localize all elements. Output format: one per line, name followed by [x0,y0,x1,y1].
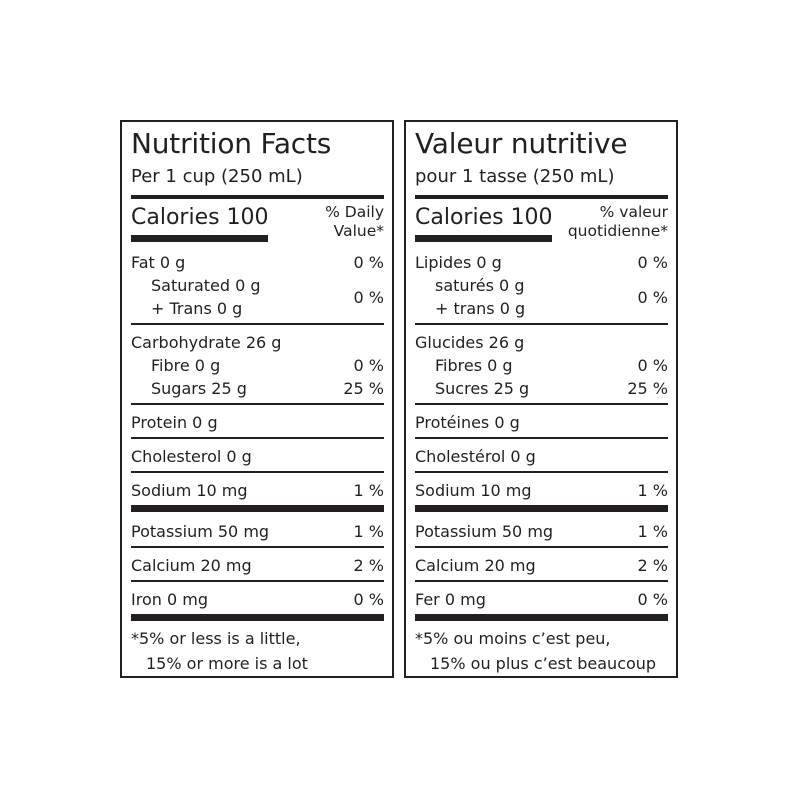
serving-size: pour 1 tasse (250 mL) [415,166,615,187]
divider [415,437,668,439]
fat-row-dv: 0 % [637,253,668,272]
sodium-row-dv: 1 % [637,481,668,500]
sodium-row-label: Sodium 10 mg [415,481,532,500]
thick-divider [131,614,384,621]
calories-label: Calories 100 [131,205,269,230]
daily-value-header: % Daily Value* [325,203,384,241]
cholesterol-row-label: Cholesterol 0 g [131,447,252,466]
fat-row-label: Lipides 0 g [415,253,502,272]
calcium-row-dv: 2 % [353,556,384,575]
sat-trans-row-dv: 0 % [353,288,384,307]
sugars-row-dv: 25 % [343,379,384,398]
divider [415,323,668,325]
sodium-row-dv: 1 % [353,481,384,500]
sugars-row-label: Sugars 25 g [151,379,247,398]
calories-label: Calories 100 [415,205,553,230]
divider [131,471,384,473]
calcium-row-dv: 2 % [637,556,668,575]
thick-divider [131,505,384,512]
panel-title: Valeur nutritive [415,127,628,160]
fibre-row-label: Fibres 0 g [435,356,513,375]
divider [131,580,384,582]
nutrition-facts-panel-english: Nutrition Facts Per 1 cup (250 mL) Calor… [120,120,394,678]
footnote-line-2: 15% ou plus c’est beaucoup [430,654,657,673]
fibre-row-dv: 0 % [353,356,384,375]
divider [415,195,668,199]
divider [415,546,668,548]
iron-row-label: Iron 0 mg [131,590,208,609]
protein-row-label: Protein 0 g [131,413,218,432]
potassium-row-dv: 1 % [637,522,668,541]
fat-row-label: Fat 0 g [131,253,186,272]
fibre-row-dv: 0 % [637,356,668,375]
divider [131,323,384,325]
thick-divider [415,614,668,621]
sat-trans-row-dv: 0 % [637,288,668,307]
footnote-line-1: *5% or less is a little, [131,629,301,648]
cholesterol-row-label: Cholestérol 0 g [415,447,536,466]
calories-bar [415,235,552,242]
divider [415,471,668,473]
potassium-row-dv: 1 % [353,522,384,541]
divider [415,403,668,405]
calcium-row-label: Calcium 20 mg [131,556,252,575]
divider [131,403,384,405]
saturated-row-label: saturés 0 g [435,276,525,295]
calories-bar [131,235,268,242]
potassium-row-label: Potassium 50 mg [415,522,554,541]
divider [131,195,384,199]
footnote-line-2: 15% or more is a lot [146,654,308,673]
dv-header-line-1: % Daily [325,203,384,221]
iron-row-dv: 0 % [637,590,668,609]
sugars-row-label: Sucres 25 g [435,379,530,398]
sugars-row-dv: 25 % [627,379,668,398]
dv-header-line-1: % valeur [599,203,668,221]
fibre-row-label: Fibre 0 g [151,356,221,375]
thick-divider [415,505,668,512]
footnote-line-1: *5% ou moins c’est peu, [415,629,611,648]
trans-row-label: + trans 0 g [435,299,526,318]
trans-row-label: + Trans 0 g [151,299,243,318]
serving-size: Per 1 cup (250 mL) [131,166,303,187]
saturated-row-label: Saturated 0 g [151,276,261,295]
daily-value-header: % valeur quotidienne* [568,203,668,241]
divider [131,546,384,548]
divider [131,437,384,439]
sodium-row-label: Sodium 10 mg [131,481,248,500]
nutrition-facts-panel-french: Valeur nutritive pour 1 tasse (250 mL) C… [404,120,678,678]
panel-title: Nutrition Facts [131,127,332,160]
iron-row-dv: 0 % [353,590,384,609]
fat-row-dv: 0 % [353,253,384,272]
protein-row-label: Protéines 0 g [415,413,520,432]
iron-row-label: Fer 0 mg [415,590,486,609]
carb-row-label: Glucides 26 g [415,333,525,352]
divider [415,580,668,582]
carb-row-label: Carbohydrate 26 g [131,333,282,352]
calcium-row-label: Calcium 20 mg [415,556,536,575]
dv-header-line-2: Value* [333,222,384,240]
dv-header-line-2: quotidienne* [567,222,668,240]
potassium-row-label: Potassium 50 mg [131,522,270,541]
